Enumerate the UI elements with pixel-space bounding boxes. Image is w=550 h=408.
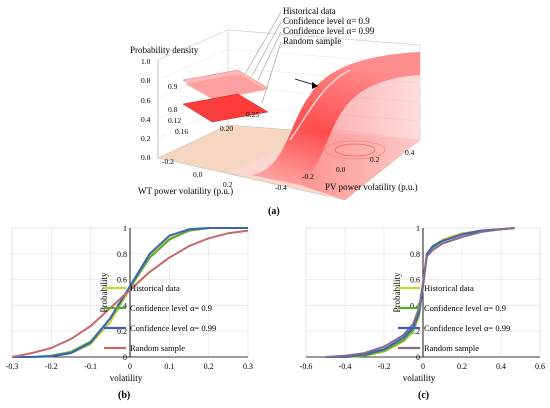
y-tick-label: 0 xyxy=(123,353,127,362)
legend-label: Confidence level α= 0.9 xyxy=(424,303,506,313)
x-tick-label: 0.4 xyxy=(496,362,506,371)
y-axis-label: Probability xyxy=(99,272,109,312)
legend-label: Random sample xyxy=(424,343,479,353)
panel-c-chart: -0.6 -0.4 -0.2 0 0.2 0.4 0.6 0 0.2 0.4 0.6 0.8 1 Prob… xyxy=(300,224,545,401)
panel-a-x-tick: 0.2 xyxy=(370,155,380,164)
y-tick-label: 0.2 xyxy=(117,327,127,336)
panel-a-inset-y-tick: 0.25 xyxy=(246,110,259,119)
series-line-3 xyxy=(12,227,248,358)
y-tick-label: 0 xyxy=(416,353,420,362)
legend-label: Historical data xyxy=(424,283,474,293)
panel-a-z-label: Probability density xyxy=(130,45,199,55)
panel-a-inset-x-tick: 0.16 xyxy=(175,127,188,136)
x-tick-label: 0 xyxy=(421,362,425,371)
y-tick-label: 0.8 xyxy=(117,250,127,259)
y-tick-label: 0.4 xyxy=(410,301,420,310)
panel-a-x-label: PV power volatility (p.u.) xyxy=(325,182,418,192)
panel-a-caption: (a) xyxy=(268,206,280,217)
legend-label: Confidence level α= 0.99 xyxy=(424,323,510,333)
x-tick-label: -0.3 xyxy=(6,362,19,371)
x-tick-label: 0.6 xyxy=(535,362,545,371)
legend-label: Confidence level α= 0.99 xyxy=(130,323,216,333)
panel-b-chart: -0.3 -0.2 -0.1 0 0.1 0.2 0.3 0 0.2 0.4 0.6 0.8 1 Prob… xyxy=(6,224,253,401)
panel-a-y-tick: 0.2 xyxy=(223,180,233,189)
panel-a-x-tick: 0.4 xyxy=(405,148,415,157)
panel-a-inset-y-tick: 0.20 xyxy=(220,124,233,133)
x-axis-label: volatility xyxy=(110,373,143,383)
y-tick-label: 0.8 xyxy=(410,250,420,259)
panel-caption: (c) xyxy=(418,390,429,401)
panel-a-inset-x-tick: 0.12 xyxy=(168,116,181,125)
panel-a-legend-label: Historical data xyxy=(283,6,336,16)
panel-a-legend-label: Confidence level α= 0.99 xyxy=(283,26,375,36)
x-tick-label: 0.1 xyxy=(164,362,174,371)
y-tick-label: 1 xyxy=(123,224,127,233)
panel-a-legend: Historical data Confidence level α= 0.9 … xyxy=(244,6,375,104)
y-tick-label: 0.6 xyxy=(410,276,420,285)
panel-a-z-tick: 1.0 xyxy=(141,57,151,66)
panel-a-z-tick: 0.2 xyxy=(141,134,151,143)
y-tick-label: 0.6 xyxy=(117,276,127,285)
series-line-4 xyxy=(11,229,249,358)
x-tick-label: -0.1 xyxy=(84,362,97,371)
panel-a-3d-plot: 0.9 0.8 0.12 0.16 0.20 0.25 1.0 0.8 0.6 … xyxy=(130,6,421,217)
panel-a-x-tick: -0.4 xyxy=(275,183,287,192)
x-tick-label: -0.6 xyxy=(300,362,313,371)
panel-a-y-tick: 0.0 xyxy=(193,170,203,179)
legend-label: Random sample xyxy=(130,343,185,353)
x-tick-label: 0.2 xyxy=(204,362,214,371)
legend-label: Confidence level α= 0.9 xyxy=(130,303,212,313)
legend-label: Historical data xyxy=(130,283,180,293)
panel-a-z-tick: 0.8 xyxy=(141,76,151,85)
panel-a-legend-label: Confidence level α= 0.9 xyxy=(283,16,370,26)
panel-a-cdf-surface xyxy=(250,52,420,185)
x-tick-label: -0.4 xyxy=(339,362,352,371)
panel-a-y-tick: -0.2 xyxy=(162,157,174,166)
panel-a-z-tick: 0.0 xyxy=(141,153,151,162)
panel-a-z-tick: 0.4 xyxy=(141,115,151,124)
y-tick-label: 0.2 xyxy=(410,327,420,336)
panel-a-x-tick: -0.2 xyxy=(302,172,314,181)
panel-caption: (b) xyxy=(118,390,130,401)
y-axis-label: Probability xyxy=(392,272,402,312)
y-tick-label: 1 xyxy=(416,224,420,233)
x-tick-label: 0 xyxy=(128,362,132,371)
y-tick-label: 0.4 xyxy=(117,301,127,310)
panel-a-inset-z-tick: 0.8 xyxy=(168,105,178,114)
panel-a-z-tick: 0.6 xyxy=(141,96,151,105)
x-axis-label: volatility xyxy=(403,373,436,383)
panel-a-x-tick: 0.0 xyxy=(336,165,346,174)
x-tick-label: 0.3 xyxy=(243,362,253,371)
panel-a-y-label: WT power volatility (p.u.) xyxy=(138,186,233,196)
x-tick-label: -0.2 xyxy=(45,362,58,371)
x-tick-label: 0.2 xyxy=(457,362,467,371)
panel-a-inset-z-tick: 0.9 xyxy=(168,82,178,91)
x-tick-label: -0.2 xyxy=(378,362,391,371)
panel-a-inset: 0.9 0.8 0.12 0.16 0.20 0.25 xyxy=(168,69,269,136)
panel-a-legend-label: Random sample xyxy=(283,36,341,46)
series-line-4 xyxy=(325,227,515,358)
